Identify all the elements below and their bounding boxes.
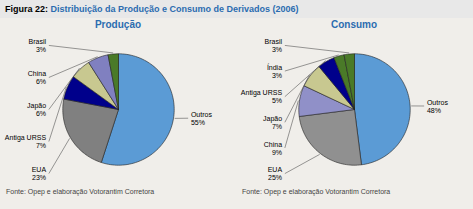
html-text:Produção: Produção <box>94 19 142 30</box>
svg-text:China6%: China6% <box>28 70 46 85</box>
svg-text:Antiga URSS5%: Antiga URSS5% <box>241 89 283 104</box>
html-text:Fonte: Opep e elaboração Votor: Fonte: Opep e elaboração Votorantim Corr… <box>242 188 391 195</box>
html-text:Figura 22: Distribuição da Pro: Figura 22: Distribuição da Produção e Co… <box>5 4 299 14</box>
html-text:Consumo: Consumo <box>330 19 377 30</box>
svg-text:Outros55%: Outros55% <box>191 111 213 126</box>
svg-text:EUA25%: EUA25% <box>268 166 283 181</box>
svg-text:Antiga URSS7%: Antiga URSS7% <box>5 134 47 149</box>
svg-text:Outros48%: Outros48% <box>427 99 449 114</box>
svg-text:Índia3%: Índia3% <box>267 63 282 79</box>
html-text:Fonte: Opep e elaboração Votor: Fonte: Opep e elaboração Votorantim Corr… <box>6 188 155 195</box>
svg-text:Brasil3%: Brasil3% <box>29 38 47 53</box>
svg-text:Brasil3%: Brasil3% <box>265 38 283 53</box>
svg-text:China9%: China9% <box>264 140 282 155</box>
svg-text:Japão7%: Japão7% <box>263 115 282 130</box>
svg-text:Japão6%: Japão6% <box>27 102 46 117</box>
svg-text:EUA23%: EUA23% <box>32 166 47 181</box>
